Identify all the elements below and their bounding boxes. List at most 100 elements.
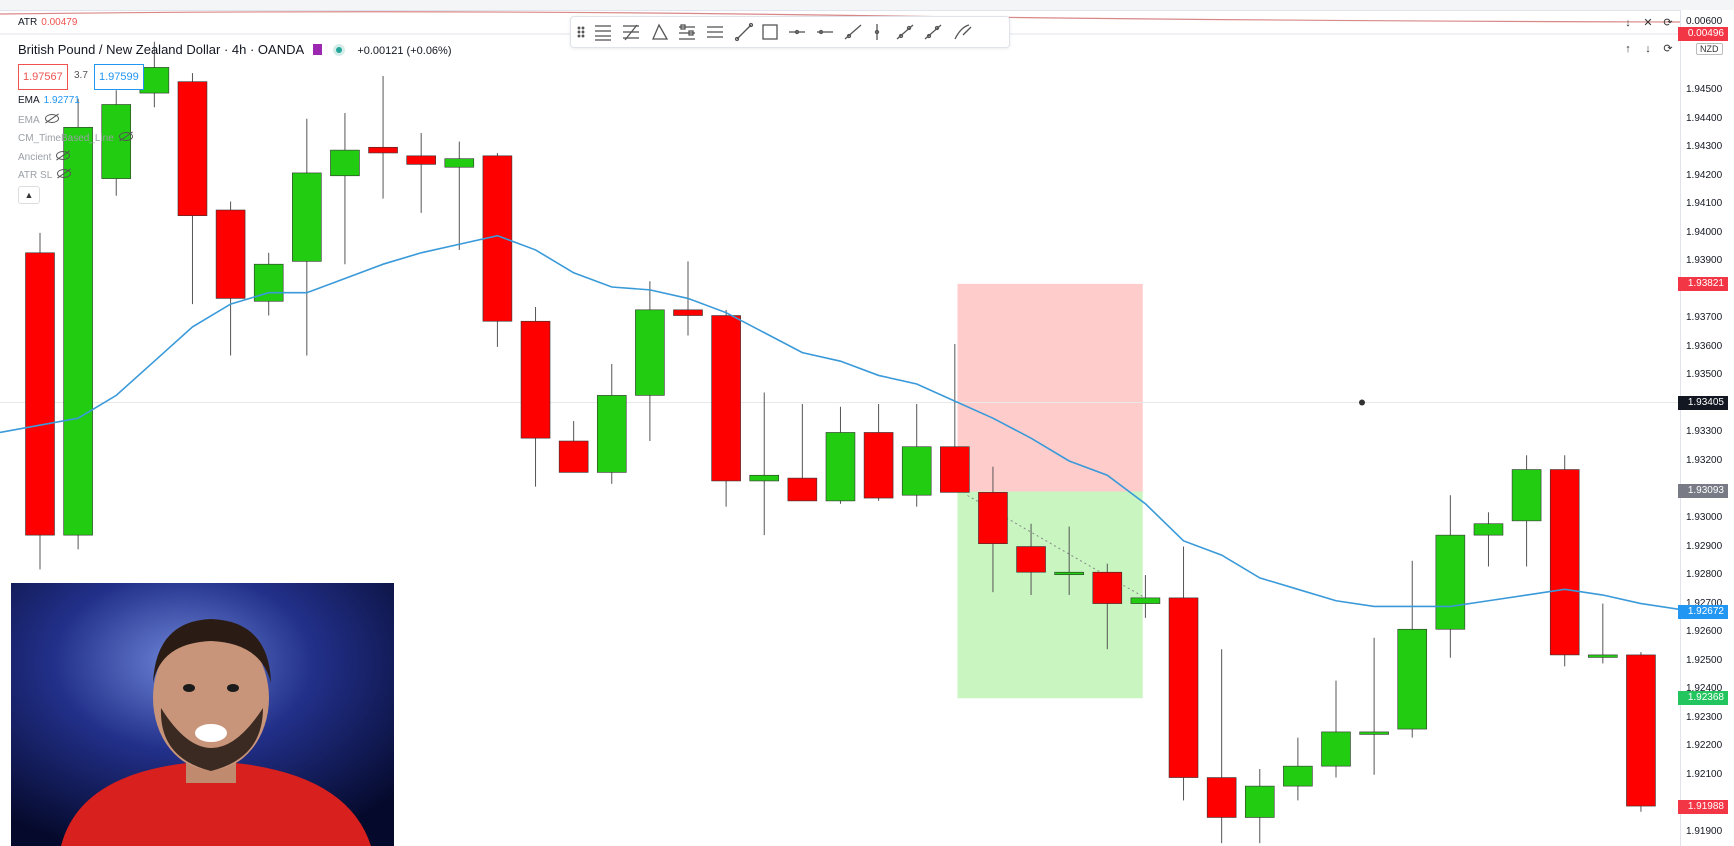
candle-body	[1283, 765, 1313, 787]
candle-body	[1359, 731, 1389, 735]
spread-value: 3.7	[70, 64, 92, 88]
candle-body	[1130, 597, 1161, 604]
candle-body	[292, 172, 322, 262]
flag-icon[interactable]	[313, 44, 323, 55]
candle-body	[673, 309, 703, 316]
timeframe: 4h	[231, 42, 247, 57]
candle-body	[1435, 534, 1466, 630]
price-tick: 1.92800	[1686, 569, 1723, 581]
indicator-name: CM_TimeBased_Line	[18, 133, 114, 144]
candle-body	[1511, 469, 1542, 522]
presenter-webcam	[11, 583, 394, 846]
horizontal-line-icon	[789, 29, 805, 35]
candle-body	[1588, 654, 1618, 658]
stop-loss-zone	[957, 283, 1143, 492]
price-marker: 1.92672	[1678, 604, 1728, 619]
price-tick: 1.94100	[1686, 198, 1723, 210]
atr-label: ATR	[18, 17, 38, 28]
price-tick: 1.94000	[1686, 226, 1723, 238]
candle-body	[711, 315, 741, 482]
price-tick: 1.93300	[1686, 426, 1723, 438]
top-toolbar-strip	[0, 0, 1734, 11]
price-tick: 1.92200	[1686, 740, 1723, 752]
fib-retracement-icon	[623, 24, 639, 41]
broker: OANDA	[257, 42, 304, 57]
indicator-name: Ancient	[18, 151, 52, 163]
indicator-row[interactable]: Ancient	[18, 150, 71, 163]
price-tick: 1.93900	[1686, 255, 1723, 267]
candle-body	[1397, 628, 1428, 730]
eye-hidden-icon[interactable]	[118, 132, 133, 141]
atr-axis-top: 0.00600	[1686, 16, 1723, 27]
parallel-channel-icon	[707, 26, 723, 38]
arrow-up-icon[interactable]: ↑	[1625, 43, 1631, 55]
candle-body	[787, 477, 818, 502]
candle-body	[1626, 654, 1656, 807]
indicator-row[interactable]: CM_TimeBased_Line	[18, 132, 133, 144]
candle-body	[330, 149, 360, 177]
price-tick: 1.93600	[1686, 340, 1723, 352]
price-marker: 1.93821	[1678, 276, 1728, 291]
candle-body	[940, 446, 970, 493]
eye-hidden-icon[interactable]	[57, 169, 72, 178]
indicator-name: EMA	[18, 114, 40, 126]
indicator-value: 1.92771	[43, 95, 80, 106]
refresh-icon[interactable]: ⟳	[1663, 17, 1673, 29]
eye-hidden-icon[interactable]	[44, 113, 59, 123]
position-path-line	[967, 495, 1143, 597]
price-marker: 1.93405	[1678, 395, 1728, 410]
refresh-icon[interactable]: ⟳	[1663, 43, 1673, 55]
price-tick: 1.92600	[1686, 626, 1723, 638]
price-tick: 1.92100	[1686, 768, 1723, 780]
price-tick: 1.94300	[1686, 141, 1723, 153]
close-pane-icon[interactable]: ✕	[1643, 17, 1653, 29]
indicator-name: EMA	[18, 95, 40, 106]
candle-body	[1549, 469, 1580, 656]
indicator-row[interactable]: EMA 1.92771	[18, 95, 80, 106]
price-tick: 1.92700	[1686, 597, 1723, 609]
candle-body	[1473, 523, 1504, 536]
candle-body	[1206, 777, 1237, 818]
candle-body	[863, 432, 894, 499]
eye-hidden-icon[interactable]	[56, 150, 71, 160]
arrow-down-icon[interactable]: ↓	[1625, 17, 1631, 29]
info-line-icon	[924, 24, 942, 40]
price-change: +0.00121 (+0.06%)	[357, 45, 452, 57]
candle-body	[901, 446, 932, 496]
candle-body	[63, 126, 93, 536]
candle-body	[1054, 571, 1084, 576]
triangle-icon	[652, 23, 669, 40]
candle-body	[101, 104, 132, 179]
rectangle-icon	[762, 24, 778, 40]
sell-button[interactable]: 1.97567	[18, 64, 68, 90]
price-tick: 1.92500	[1686, 654, 1723, 666]
price-marker: 1.92368	[1678, 691, 1728, 706]
indicator-row[interactable]: EMA	[18, 113, 59, 126]
collapse-legend-button[interactable]: ▲	[18, 186, 40, 204]
symbol-name[interactable]: British Pound / New Zealand Dollar	[18, 42, 221, 57]
price-axis[interactable]	[1680, 10, 1734, 846]
candle-body	[25, 252, 55, 536]
atr-line	[0, 11, 1681, 23]
arrow-down-icon[interactable]: ↓	[1645, 43, 1651, 55]
indicator-row[interactable]: ATR SL	[18, 169, 72, 181]
buy-button[interactable]: 1.97599	[94, 64, 144, 90]
candle-body	[978, 492, 1008, 544]
price-tick: 1.92900	[1686, 540, 1723, 552]
indicator-name: ATR SL	[18, 170, 53, 181]
candle-body	[520, 320, 551, 439]
candle-body	[558, 440, 589, 473]
currency-label[interactable]: NZD	[1696, 43, 1723, 55]
candle-body	[749, 474, 780, 482]
drawing-tools[interactable]	[571, 17, 1009, 47]
candle-body	[406, 155, 436, 165]
atr-value: 0.00479	[41, 17, 78, 28]
webcam-image	[11, 583, 394, 846]
crosshair-dot	[1359, 399, 1365, 406]
price-marker: 1.91988	[1678, 799, 1728, 814]
candle-body	[596, 395, 627, 473]
candle-body	[1321, 731, 1351, 767]
price-tick: 1.93000	[1686, 512, 1723, 524]
horizontal-ray-icon	[817, 29, 833, 35]
